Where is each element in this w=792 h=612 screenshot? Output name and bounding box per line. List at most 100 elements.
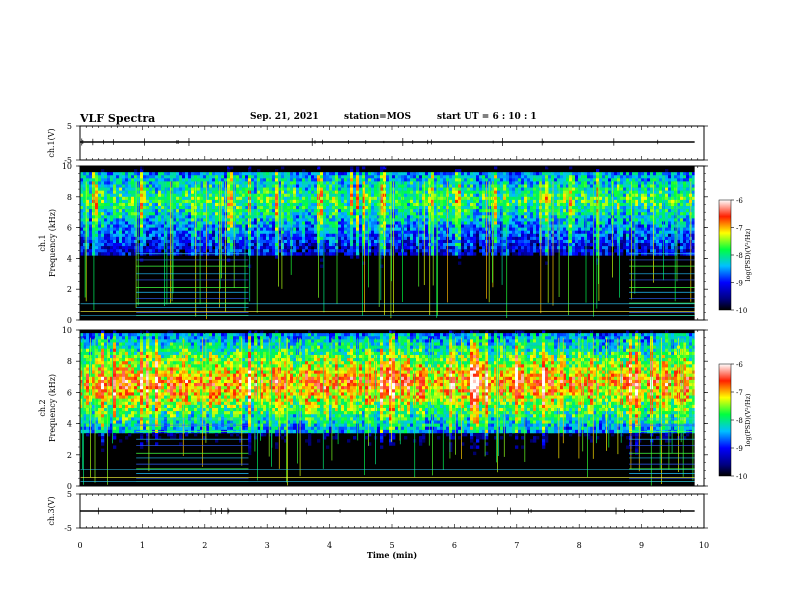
spectrogram-cell [530,190,534,195]
spectrogram-cell [482,184,486,188]
spectrogram-cell [431,236,435,241]
spectrogram-cell [266,206,270,210]
spectrogram-cell [131,212,135,216]
spectrogram-cell [116,243,120,247]
spectrogram-cell [443,175,447,179]
spectrogram-cell [524,246,528,250]
spectrogram-cell [521,227,525,231]
spectrogram-cell [350,246,354,250]
spectrogram-cell [509,209,513,213]
spectrogram-cell [266,233,270,238]
spectrogram-cell [236,202,240,207]
spectrogram-cell [332,239,336,244]
spectrogram-cell [290,202,294,207]
spectrogram-cell [431,187,435,191]
spectrogram-cell [311,209,315,213]
spectrogram-cell [350,215,354,219]
spectrogram-cell [320,209,324,213]
spectrogram-cell [431,212,435,216]
spectrogram-cell [233,221,237,225]
spectrogram-cell [356,230,360,235]
spectrogram-cell [251,184,255,188]
spectrogram-cell [140,218,144,222]
spectrogram-cell [98,230,102,235]
spectrogram-cell [377,215,381,219]
spectrogram-cell [284,215,288,219]
spectrogram-cell [548,212,552,216]
spectrogram-cell [524,249,528,253]
spectrogram-cell [287,202,291,207]
spectrogram-cell [134,218,138,222]
spectrogram-cell [545,206,549,210]
spectrogram-cell [614,175,618,179]
spectrogram-cell [98,172,102,176]
spectrogram-cell [284,236,288,241]
spectrogram-cell [512,199,516,204]
spectrogram-cell [503,221,507,225]
spectrogram-cell [497,184,501,188]
spectrogram-cell [146,199,150,204]
spectrogram-cell [314,178,318,182]
spectrogram-cell [608,184,612,188]
spectrogram-cell [131,175,135,179]
spectrogram-cell [263,190,267,195]
spectrogram-cell [263,202,267,207]
spectrogram-cell [113,181,117,185]
spectrogram-cell [344,218,348,222]
spectrogram-cell [590,181,594,185]
spectrogram-cell [101,178,105,182]
spectrogram-cell [386,249,390,253]
spectrogram-cell [395,221,399,225]
spectrogram-cell [179,190,183,195]
spectrogram-cell [86,196,90,201]
spectrogram-cell [242,178,246,182]
spectrogram-cell [293,236,297,241]
spectrogram-cell [482,190,486,195]
spectrogram-cell [527,243,531,247]
spectrogram-cell [329,215,333,219]
spectrogram-cell [542,206,546,210]
spectrogram-cell [119,187,123,191]
spectrogram-cell [422,181,426,185]
spectrogram-cell [122,246,126,250]
spectrogram-cell [170,196,174,201]
spectrogram-cell [323,206,327,210]
spectrogram-cell [596,206,600,210]
spectrogram-cell [455,239,459,244]
spectrogram-cell [590,243,594,247]
spectrogram-cell [335,175,339,179]
spectrogram-cell [632,212,636,216]
spectrogram-cell [152,184,156,188]
spectrogram-cell [425,209,429,213]
spectrogram-cell [629,181,633,185]
spectrogram-cell [347,236,351,241]
spectrogram-cell [560,193,564,198]
spectrogram-cell [437,206,441,210]
spectrogram-cell [431,246,435,250]
spectrogram-cell [188,243,192,247]
spectrogram-cell [464,202,468,207]
spectrogram-cell [203,206,207,210]
spectrogram-cell [263,215,267,219]
spectrogram-cell [515,215,519,219]
spectrogram-cell [236,221,240,225]
spectrogram-cell [494,221,498,225]
spectrogram-cell [344,202,348,207]
spectrogram-cell [191,196,195,201]
spectrogram-cell [236,236,240,241]
spectrogram-cell [131,221,135,225]
spectrogram-cell [575,184,579,188]
spectrogram-cell [203,172,207,176]
spectrogram-cell [296,243,300,247]
spectrogram-cell [542,196,546,201]
spectrogram-cell [356,236,360,241]
spectrogram-cell [587,184,591,188]
spectrogram-cell [155,190,159,195]
spectrogram-cell [152,230,156,235]
spectrogram-cell [530,175,534,179]
spectrogram-cell [86,193,90,198]
spectrogram-cell [482,249,486,253]
spectrogram-cell [203,187,207,191]
spectrogram-cell [500,224,504,228]
spectrogram-cell [227,193,231,198]
